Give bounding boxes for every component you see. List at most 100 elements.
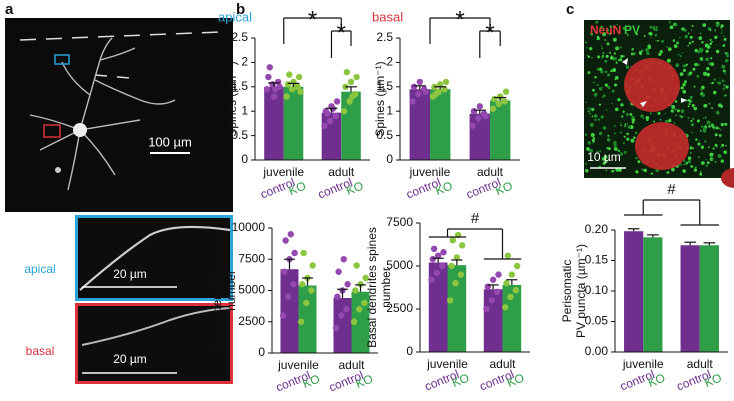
- speckle: [717, 81, 722, 85]
- speckle: [713, 29, 717, 32]
- speckle: [687, 105, 690, 108]
- speckle: [586, 47, 588, 49]
- speckle: [687, 45, 689, 47]
- significance-mark: *: [485, 19, 494, 46]
- scale-bar-label: 20 µm: [113, 352, 147, 366]
- data-point: [309, 262, 316, 269]
- speckle: [600, 70, 604, 74]
- speckle: [650, 36, 652, 39]
- speckle: [692, 118, 695, 120]
- speckle: [675, 114, 677, 117]
- speckle: [593, 92, 598, 97]
- speckle: [701, 93, 706, 97]
- bar: [430, 89, 451, 160]
- speckle: [673, 44, 678, 49]
- speckle: [592, 88, 595, 92]
- speckle: [645, 116, 650, 120]
- speckle: [708, 102, 711, 105]
- panel-label: c: [566, 1, 574, 18]
- speckle: [613, 26, 616, 28]
- data-point: [279, 312, 287, 319]
- speckle: [629, 125, 634, 129]
- bar: [643, 237, 663, 352]
- speckle: [658, 52, 662, 56]
- speckle: [724, 52, 727, 55]
- speckle: [614, 76, 619, 80]
- speckle: [601, 157, 606, 161]
- speckle: [593, 81, 595, 84]
- y-axis-label: Perisomatic: [560, 260, 574, 323]
- speckle: [600, 115, 604, 119]
- speckle: [674, 100, 678, 103]
- data-point: [286, 71, 293, 78]
- speckle: [584, 133, 588, 136]
- data-point: [491, 95, 498, 103]
- speckle: [625, 112, 629, 116]
- speckle: [679, 72, 684, 76]
- speckle: [714, 35, 718, 39]
- speckle: [711, 158, 714, 161]
- speckle: [601, 86, 604, 89]
- series-label: KO: [493, 178, 514, 197]
- speckle: [598, 103, 602, 106]
- speckle: [720, 24, 724, 28]
- speckle: [720, 32, 723, 35]
- speckle: [695, 138, 698, 141]
- speckle: [671, 167, 675, 172]
- series-label: KO: [287, 178, 308, 197]
- speckle: [602, 94, 606, 98]
- speckle: [697, 142, 701, 146]
- speckle: [719, 146, 722, 149]
- speckle: [618, 58, 621, 62]
- speckle: [647, 44, 652, 49]
- y-tick-label: 0.5: [376, 128, 393, 142]
- data-point: [504, 252, 512, 259]
- speckle: [620, 124, 623, 126]
- y-tick-label: 2500: [386, 301, 413, 315]
- x-tick-label: juvenile: [426, 357, 468, 371]
- speckle: [659, 50, 663, 54]
- speckle: [613, 132, 616, 135]
- speckle: [599, 25, 604, 30]
- speckle: [590, 132, 595, 137]
- speckle: [720, 122, 724, 127]
- speckle: [724, 58, 729, 63]
- speckle: [699, 172, 703, 176]
- speckle: [685, 163, 688, 166]
- speckle: [640, 114, 644, 118]
- speckle: [704, 116, 707, 119]
- speckle: [615, 46, 619, 51]
- data-point: [512, 286, 520, 294]
- data-point: [334, 293, 341, 300]
- speckle: [626, 123, 629, 125]
- series-label: KO: [505, 370, 526, 389]
- data-point: [343, 68, 351, 76]
- speckle: [692, 67, 696, 71]
- y-axis-label: number: [379, 267, 393, 308]
- speckle: [617, 98, 621, 102]
- speckle: [592, 141, 595, 144]
- speckle: [673, 122, 676, 124]
- speckle: [703, 103, 708, 108]
- panel-label: a: [5, 1, 14, 18]
- speckle: [637, 160, 641, 164]
- speckle: [613, 140, 617, 145]
- speckle: [610, 69, 613, 73]
- data-point: [297, 88, 304, 95]
- data-point: [441, 86, 448, 93]
- speckle: [683, 28, 687, 32]
- bar: [680, 245, 700, 352]
- data-point: [501, 304, 509, 311]
- speckle: [687, 116, 690, 119]
- data-point: [326, 117, 334, 125]
- speckle: [585, 41, 588, 44]
- speckle: [682, 82, 686, 87]
- speckle: [706, 120, 711, 125]
- speckle: [723, 94, 726, 97]
- speckle: [687, 160, 692, 164]
- speckle: [587, 110, 591, 113]
- speckle: [655, 29, 658, 32]
- data-point: [283, 93, 290, 100]
- scale-bar-label: 100 µm: [148, 134, 192, 149]
- speckle: [602, 96, 604, 98]
